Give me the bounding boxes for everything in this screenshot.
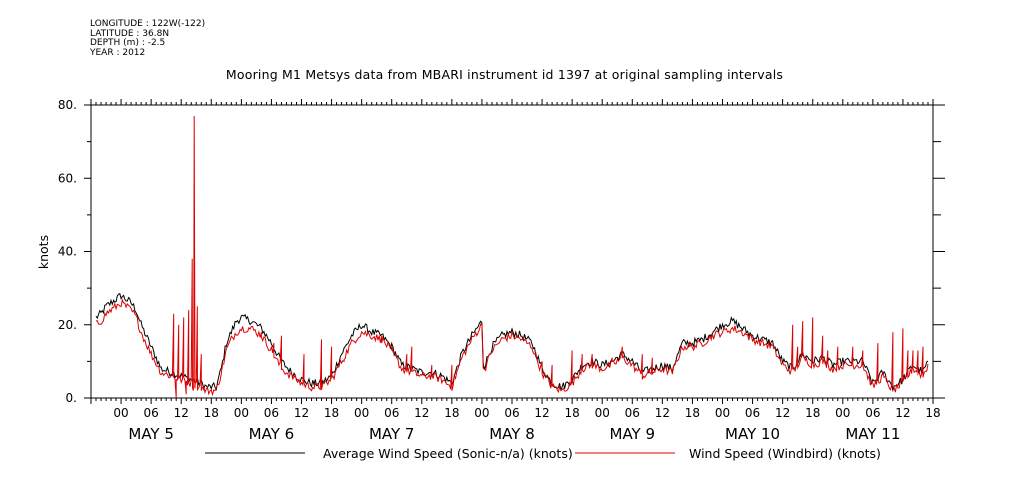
x-day-label: MAY 9	[610, 425, 656, 443]
plot-frame	[90, 104, 934, 399]
x-tick-label: 06	[264, 406, 279, 420]
depth-label: DEPTH (m) : -2.5	[90, 38, 166, 48]
x-tick-label: 00	[715, 406, 730, 420]
x-tick-label: 18	[925, 406, 940, 420]
x-tick-label: 18	[805, 406, 820, 420]
latitude-label: LATITUDE : 36.8N	[90, 28, 170, 39]
legend: Average Wind Speed (Sonic-n/a) (knots) W…	[205, 446, 881, 461]
x-tick-label: 12	[895, 406, 910, 420]
x-tick-label: 12	[655, 406, 670, 420]
x-tick-label: 06	[144, 406, 159, 420]
x-tick-label: 12	[534, 406, 549, 420]
x-tick-label: 12	[294, 406, 309, 420]
axis-labels: 00 06 12 18 00 06 12 18 00 06 12 18 00 06 12 18 00 06 12 18…	[58, 98, 941, 443]
x-tick-label: 06	[384, 406, 399, 420]
x-tick-label: 00	[113, 406, 128, 420]
x-day-label: MAY 6	[249, 425, 295, 443]
x-tick-label: 00	[474, 406, 489, 420]
x-tick-label: 18	[324, 406, 339, 420]
x-day-label: MAY 7	[369, 425, 415, 443]
x-tick-label: 06	[745, 406, 760, 420]
x-tick-label: 06	[504, 406, 519, 420]
y-tick-label: 40.	[58, 245, 77, 259]
y-axis-label: knots	[36, 235, 51, 269]
x-tick-label: 18	[444, 406, 459, 420]
chart-title: Mooring M1 Metsys data from MBARI instru…	[225, 67, 784, 82]
x-tick-label: 18	[565, 406, 580, 420]
y-tick-label: 20.	[58, 318, 77, 332]
x-tick-label: 18	[204, 406, 219, 420]
series-line-windbird-wind-speed	[95, 115, 929, 399]
x-tick-label: 06	[625, 406, 640, 420]
x-day-label: MAY 5	[128, 425, 174, 443]
x-tick-label: 12	[775, 406, 790, 420]
series-group	[95, 115, 929, 399]
x-tick-label: 06	[865, 406, 880, 420]
y-tick-label: 0.	[66, 391, 77, 405]
x-tick-label: 18	[685, 406, 700, 420]
x-day-label: MAY 8	[489, 425, 535, 443]
series-line-average-wind-speed	[95, 292, 929, 393]
x-tick-label: 00	[835, 406, 850, 420]
x-tick-label: 00	[234, 406, 249, 420]
x-tick-label: 00	[595, 406, 610, 420]
legend-label-windbird: Wind Speed (Windbird) (knots)	[689, 446, 881, 461]
x-day-label: MAY 11	[845, 425, 900, 443]
x-day-label: MAY 10	[725, 425, 780, 443]
y-tick-label: 80.	[58, 98, 77, 112]
x-tick-label: 12	[414, 406, 429, 420]
y-tick-label: 60.	[58, 171, 77, 185]
longitude-label: LONGITUDE : 122W(-122)	[90, 19, 206, 29]
x-tick-label: 00	[354, 406, 369, 420]
year-label: YEAR : 2012	[90, 47, 146, 58]
x-tick-label: 12	[174, 406, 189, 420]
metadata-block: LONGITUDE : 122W(-122) LATITUDE : 36.8N …	[90, 19, 206, 58]
axis-ticks	[84, 99, 945, 404]
legend-label-average: Average Wind Speed (Sonic-n/a) (knots)	[323, 446, 573, 461]
